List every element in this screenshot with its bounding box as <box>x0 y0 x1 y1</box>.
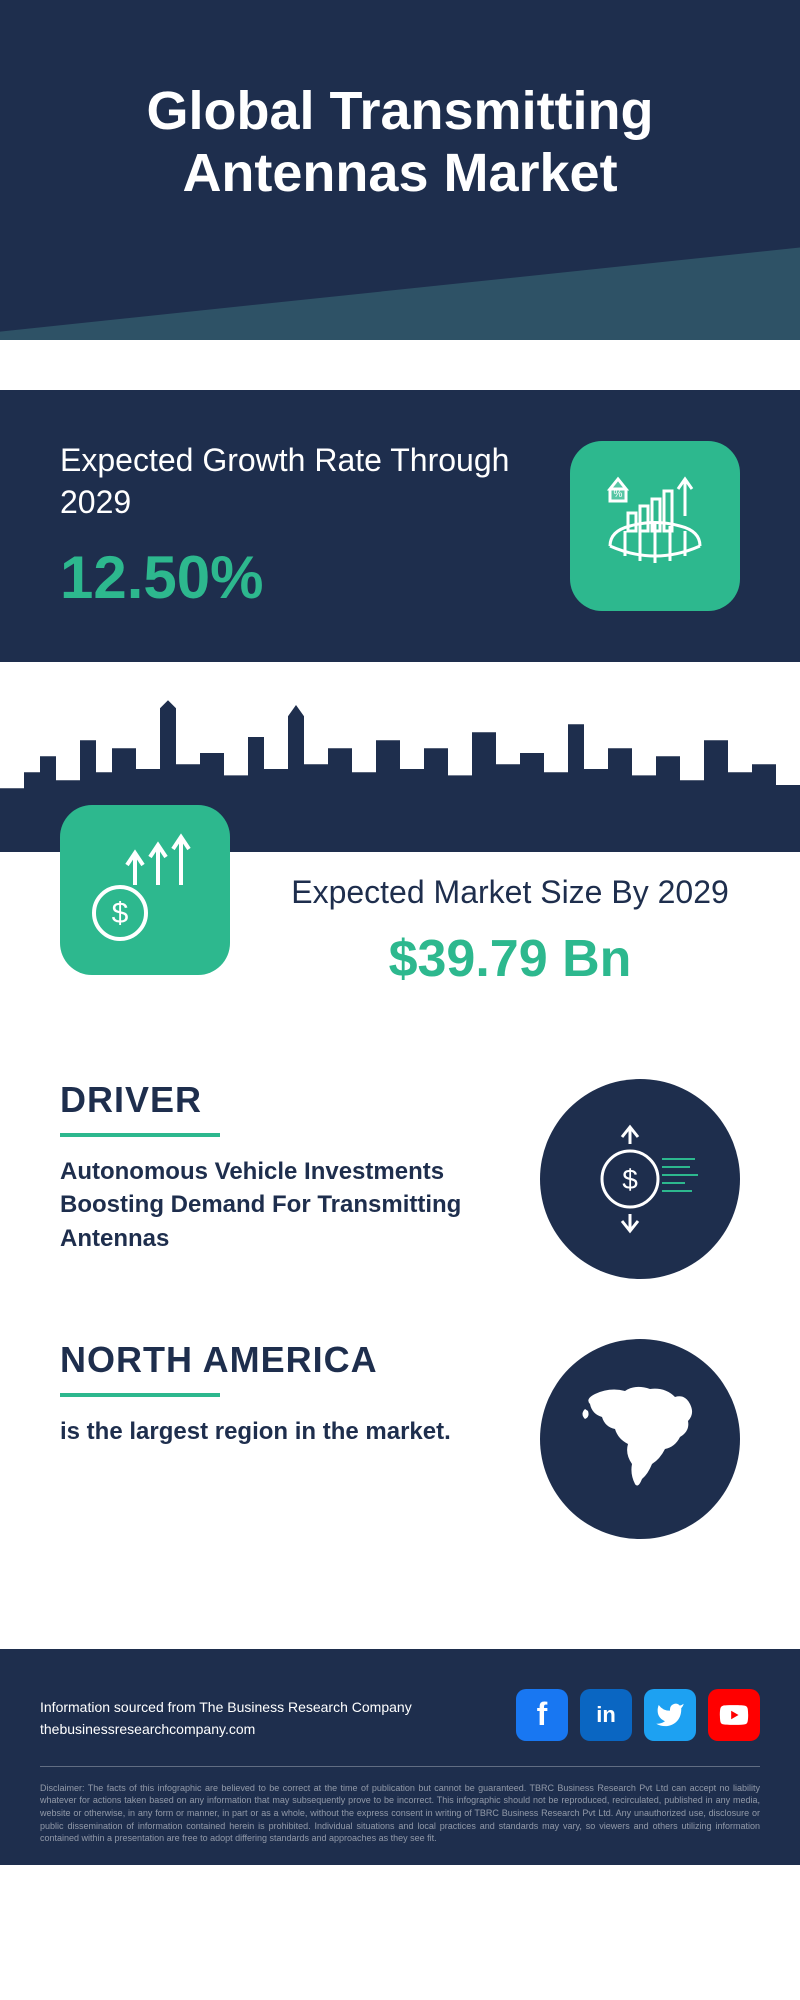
source-line1: Information sourced from The Business Re… <box>40 1696 412 1718</box>
market-text-block: Expected Market Size By 2029 $39.79 Bn <box>280 872 740 989</box>
svg-text:%: % <box>614 489 623 500</box>
svg-text:$: $ <box>622 1164 638 1195</box>
dollar-growth-icon: $ <box>60 805 230 975</box>
growth-rate-section: Expected Growth Rate Through 2029 12.50%… <box>0 390 800 662</box>
growth-text-block: Expected Growth Rate Through 2029 12.50% <box>60 440 570 612</box>
header-section: Global Transmitting Antennas Market <box>0 0 800 340</box>
dollar-cycle-icon: $ <box>540 1079 740 1279</box>
driver-text-block: DRIVER Autonomous Vehicle Investments Bo… <box>60 1079 500 1256</box>
youtube-icon[interactable] <box>708 1689 760 1741</box>
driver-section: DRIVER Autonomous Vehicle Investments Bo… <box>0 1049 800 1309</box>
disclaimer-text: Disclaimer: The facts of this infographi… <box>40 1782 760 1845</box>
spacer <box>0 340 800 390</box>
footer-source: Information sourced from The Business Re… <box>40 1696 412 1741</box>
footer-top-row: Information sourced from The Business Re… <box>40 1689 760 1767</box>
north-america-map-icon <box>540 1339 740 1539</box>
divider <box>60 1393 220 1397</box>
market-size-section: $ Expected Market Size By 2029 $39.79 Bn <box>0 852 800 1049</box>
region-text-block: NORTH AMERICA is the largest region in t… <box>60 1339 500 1449</box>
growth-chart-icon: % <box>570 441 740 611</box>
source-line2: thebusinessresearchcompany.com <box>40 1718 412 1740</box>
social-icons-row: f in <box>516 1689 760 1741</box>
driver-desc: Autonomous Vehicle Investments Boosting … <box>60 1155 500 1256</box>
twitter-icon[interactable] <box>644 1689 696 1741</box>
page-title: Global Transmitting Antennas Market <box>0 80 800 204</box>
market-value: $39.79 Bn <box>280 929 740 989</box>
region-desc: is the largest region in the market. <box>60 1415 500 1449</box>
divider <box>60 1133 220 1137</box>
region-title: NORTH AMERICA <box>60 1339 500 1381</box>
footer-section: Information sourced from The Business Re… <box>0 1649 800 1865</box>
facebook-icon[interactable]: f <box>516 1689 568 1741</box>
growth-label: Expected Growth Rate Through 2029 <box>60 440 570 523</box>
linkedin-icon[interactable]: in <box>580 1689 632 1741</box>
region-section: NORTH AMERICA is the largest region in t… <box>0 1309 800 1569</box>
market-label: Expected Market Size By 2029 <box>280 872 740 914</box>
growth-value: 12.50% <box>60 543 570 612</box>
svg-text:$: $ <box>112 897 129 930</box>
driver-title: DRIVER <box>60 1079 500 1121</box>
